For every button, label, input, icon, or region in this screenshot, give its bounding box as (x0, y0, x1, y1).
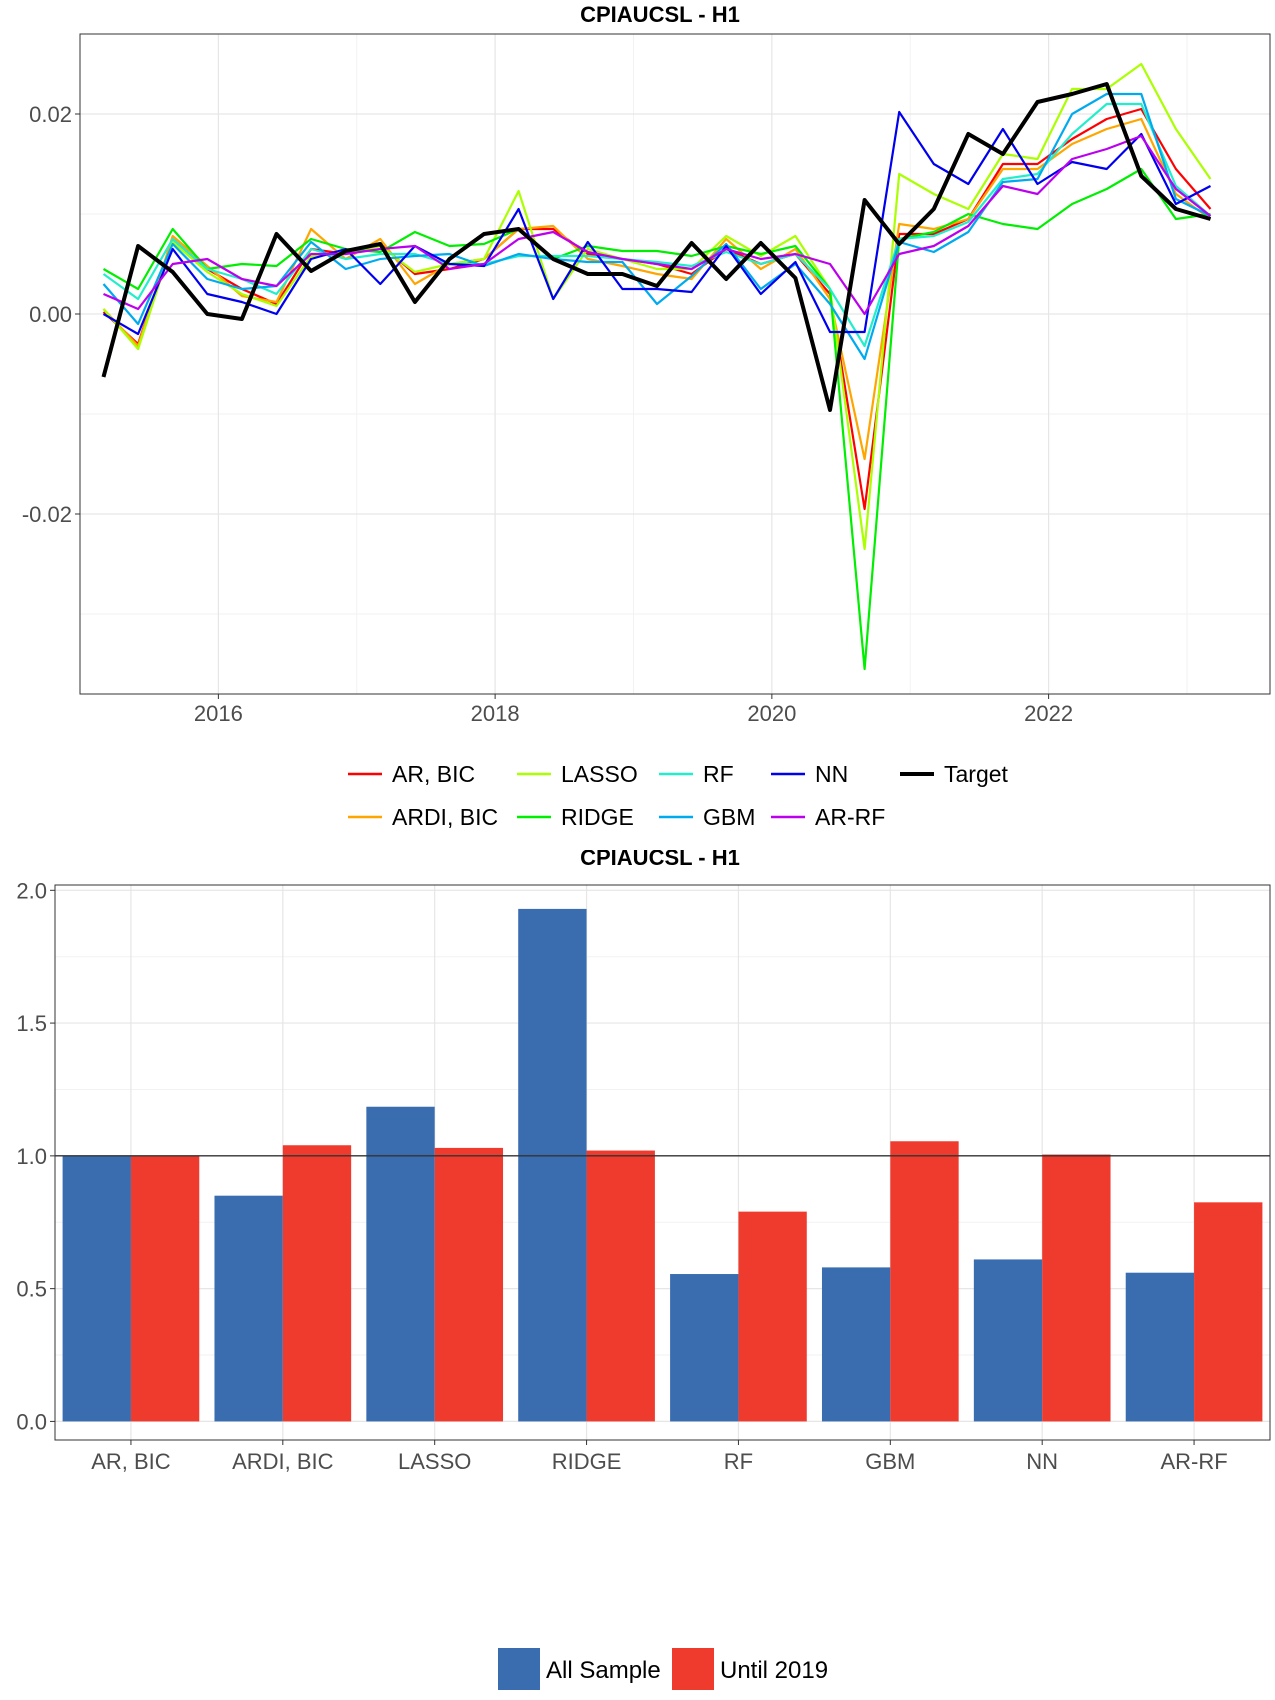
series-line-gbm (102, 92, 1211, 361)
legend-key-swatch (498, 1648, 540, 1690)
bar-all-sample (670, 1274, 739, 1422)
y-tick-label: 1.0 (16, 1144, 47, 1169)
legend-label: ARDI, BIC (392, 804, 498, 830)
forecast-line-chart: CPIAUCSL - H1 2016 2018 2020 2022 0.02 0.00 -0… (22, 2, 1271, 830)
legend-label: LASSO (561, 761, 638, 787)
legend-label: AR, BIC (392, 761, 475, 787)
x-tick-label: AR-RF (1160, 1449, 1227, 1474)
series-line-lasso (102, 62, 1212, 551)
y-tick-label: -0.02 (22, 502, 72, 527)
x-tick-label: 2022 (1024, 701, 1073, 726)
plot-panel-border (79, 33, 1271, 695)
legend-label: Target (944, 761, 1009, 787)
bar-all-sample (821, 1267, 891, 1422)
legend-label: RF (703, 761, 734, 787)
x-tick-label: NN (1026, 1449, 1058, 1474)
x-tick-label: GBM (865, 1449, 915, 1474)
legend-label: NN (815, 761, 848, 787)
y-tick-label: 0.02 (29, 102, 72, 127)
y-tick-label: 0.00 (29, 302, 72, 327)
bar-until-2019 (586, 1150, 655, 1422)
bar-all-sample (214, 1195, 283, 1422)
bar-until-2019 (738, 1211, 807, 1422)
series-line-ridge (102, 167, 1211, 671)
x-tick-label: RF (724, 1449, 753, 1474)
series-line-ar-rf (103, 134, 1212, 316)
x-tick-label: ARDI, BIC (232, 1449, 334, 1474)
x-tick-label: LASSO (398, 1449, 471, 1474)
bar-all-sample (62, 1155, 131, 1422)
series-line-rf (102, 102, 1212, 348)
y-tick-label: 1.5 (16, 1011, 47, 1036)
relative-rmse-bar-chart: CPIAUCSL - H1 0.0 0.5 1.0 1.5 2.0 AR, BIC ARDI… (16, 850, 1271, 1690)
legend-label: AR-RF (815, 804, 885, 830)
legend-label: All Sample (546, 1657, 661, 1684)
series-line-ar-bic (102, 107, 1212, 511)
x-tick-label: 2020 (747, 701, 796, 726)
series-line-target (101, 82, 1212, 412)
legend-key-swatch (672, 1648, 714, 1690)
bar-all-sample (366, 1106, 435, 1422)
y-tick-label: 0.5 (16, 1277, 47, 1302)
series-line-nn (102, 110, 1212, 336)
legend-label: RIDGE (561, 804, 634, 830)
legend-label: Until 2019 (720, 1657, 828, 1684)
y-tick-label: 0.0 (16, 1409, 47, 1434)
bar-until-2019 (890, 1141, 959, 1422)
bar-all-sample (1125, 1272, 1195, 1422)
x-tick-label: RIDGE (552, 1449, 622, 1474)
bar-until-2019 (130, 1155, 200, 1422)
bar-all-sample (518, 908, 587, 1422)
y-tick-label: 2.0 (16, 878, 47, 903)
bar-until-2019 (282, 1145, 352, 1422)
plot-panel-border (54, 884, 1271, 1441)
legend-label: GBM (703, 804, 755, 830)
bar-all-sample (973, 1259, 1043, 1422)
bar-until-2019 (1042, 1154, 1111, 1422)
bar-until-2019 (434, 1147, 504, 1422)
chart-title: CPIAUCSL - H1 (580, 2, 740, 27)
x-tick-label: 2018 (471, 701, 520, 726)
chart-title: CPIAUCSL - H1 (580, 850, 740, 870)
x-tick-label: AR, BIC (91, 1449, 171, 1474)
bar-until-2019 (1194, 1202, 1263, 1422)
x-tick-label: 2016 (194, 701, 243, 726)
